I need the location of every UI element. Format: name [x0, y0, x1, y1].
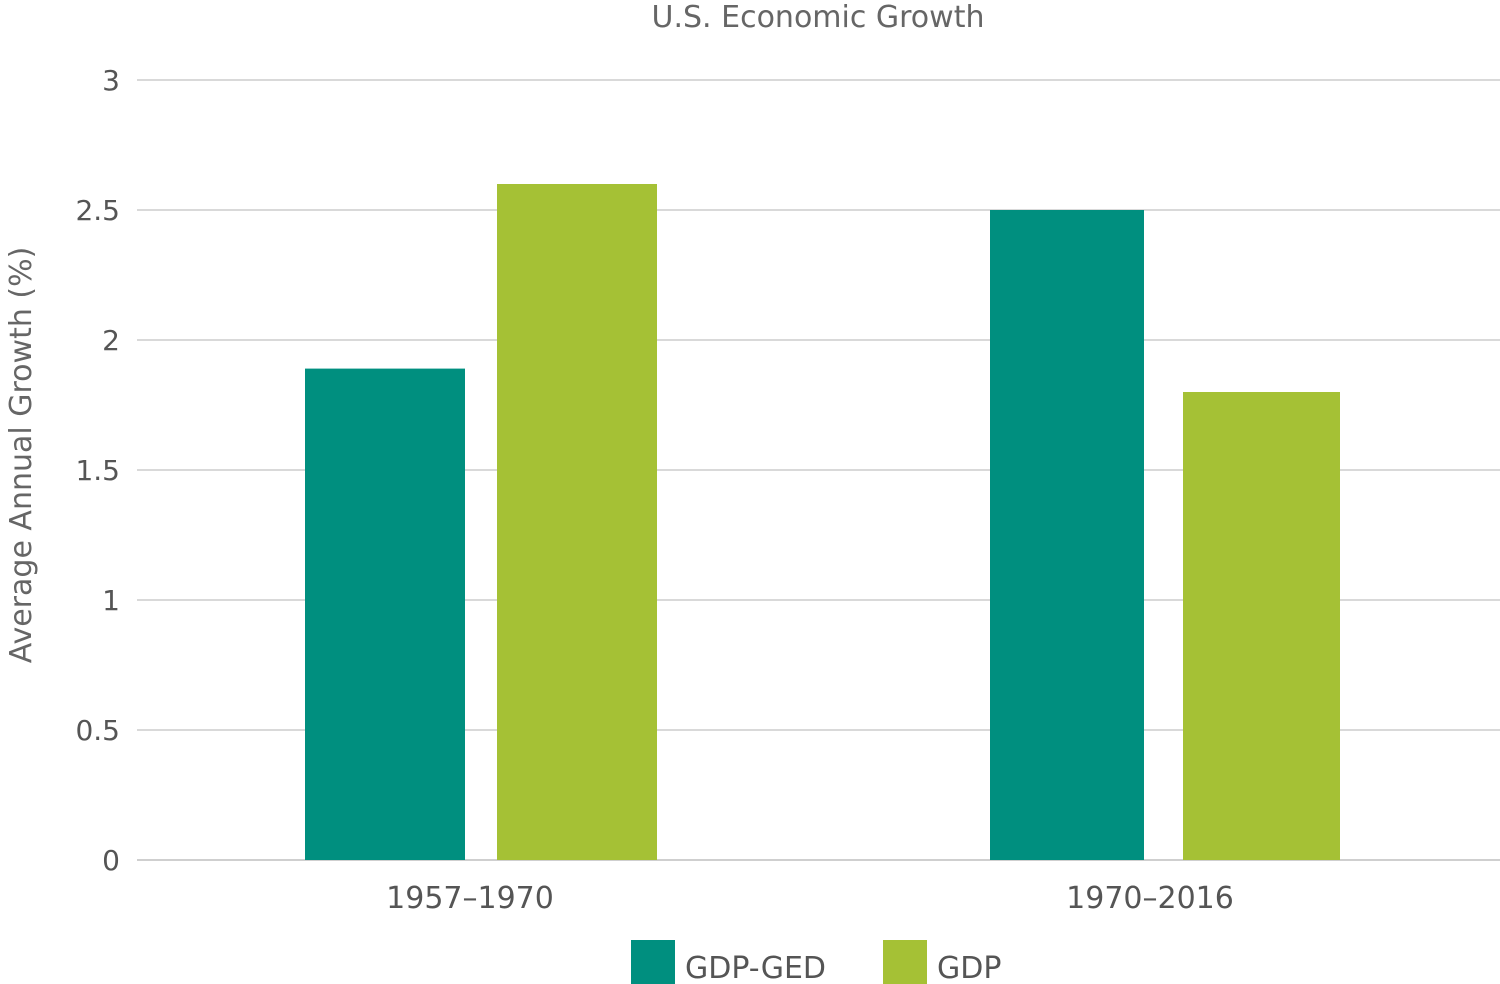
x-category-label: 1957–1970 [386, 881, 554, 916]
y-tick-label: 3 [102, 64, 120, 97]
legend-swatch [631, 940, 675, 984]
y-tick-label: 0 [102, 844, 120, 877]
bar-gdp-2 [1183, 392, 1340, 860]
bar-gdp-ged-2 [990, 210, 1144, 860]
legend: GDP-GED GDP [631, 940, 1001, 984]
chart: U.S. Economic Growth Average Annual Grow… [0, 0, 1500, 984]
y-tick-label: 0.5 [75, 714, 120, 747]
x-category-label: 1970–2016 [1066, 881, 1234, 916]
x-category-labels: 1957–1970 1970–2016 [386, 881, 1234, 916]
bar-gdp-ged-1 [305, 369, 465, 860]
bar-gdp-1 [497, 184, 657, 860]
legend-label: GDP [937, 951, 1001, 984]
legend-label: GDP-GED [685, 951, 826, 984]
y-tick-labels: 0 0.5 1 1.5 2 2.5 3 [75, 64, 120, 877]
legend-swatch [883, 940, 927, 984]
y-tick-label: 1.5 [75, 454, 120, 487]
bars [305, 184, 1340, 860]
chart-title: U.S. Economic Growth [652, 0, 985, 35]
y-axis-label: Average Annual Growth (%) [4, 247, 39, 664]
y-tick-label: 1 [102, 584, 120, 617]
y-tick-label: 2 [102, 324, 120, 357]
y-tick-label: 2.5 [75, 194, 120, 227]
